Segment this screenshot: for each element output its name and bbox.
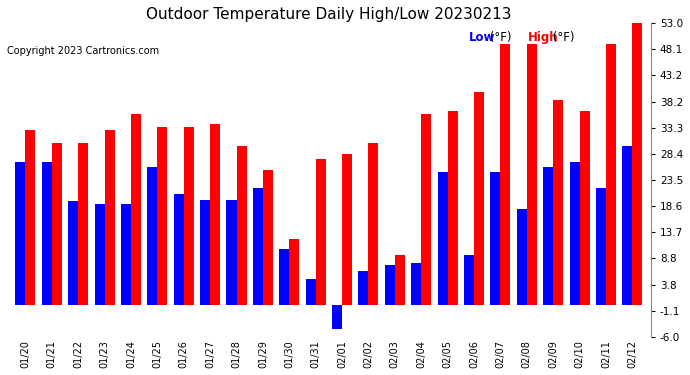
Bar bbox=[358, 271, 368, 305]
Bar bbox=[606, 44, 616, 305]
Bar bbox=[437, 172, 448, 305]
Bar bbox=[15, 162, 26, 305]
Bar bbox=[368, 143, 379, 305]
Bar bbox=[95, 204, 105, 305]
Bar bbox=[226, 200, 237, 305]
Bar bbox=[395, 255, 405, 305]
Bar bbox=[121, 204, 131, 305]
Text: Low: Low bbox=[469, 31, 495, 44]
Bar bbox=[411, 263, 421, 305]
Bar bbox=[448, 111, 457, 305]
Bar bbox=[632, 23, 642, 305]
Bar bbox=[42, 162, 52, 305]
Bar bbox=[622, 146, 632, 305]
Bar bbox=[491, 172, 500, 305]
Bar bbox=[421, 114, 431, 305]
Text: Copyright 2023 Cartronics.com: Copyright 2023 Cartronics.com bbox=[7, 46, 159, 56]
Bar bbox=[596, 188, 606, 305]
Bar bbox=[526, 44, 537, 305]
Bar bbox=[253, 188, 263, 305]
Bar bbox=[237, 146, 246, 305]
Bar bbox=[289, 239, 299, 305]
Bar bbox=[474, 92, 484, 305]
Bar bbox=[148, 167, 157, 305]
Bar bbox=[131, 114, 141, 305]
Bar bbox=[78, 143, 88, 305]
Bar bbox=[306, 279, 315, 305]
Bar bbox=[569, 162, 580, 305]
Bar bbox=[385, 266, 395, 305]
Title: Outdoor Temperature Daily High/Low 20230213: Outdoor Temperature Daily High/Low 20230… bbox=[146, 7, 511, 22]
Bar bbox=[500, 44, 511, 305]
Bar bbox=[342, 154, 352, 305]
Bar bbox=[68, 201, 78, 305]
Bar bbox=[315, 159, 326, 305]
Bar bbox=[517, 210, 526, 305]
Bar bbox=[26, 130, 35, 305]
Text: (°F): (°F) bbox=[549, 31, 574, 44]
Text: (°F): (°F) bbox=[486, 31, 512, 44]
Bar bbox=[553, 100, 563, 305]
Bar bbox=[157, 127, 168, 305]
Bar bbox=[184, 127, 194, 305]
Bar bbox=[464, 255, 474, 305]
Bar bbox=[263, 170, 273, 305]
Bar bbox=[279, 249, 289, 305]
Bar bbox=[332, 305, 342, 329]
Bar bbox=[174, 194, 184, 305]
Bar bbox=[210, 124, 220, 305]
Bar bbox=[200, 200, 210, 305]
Text: High: High bbox=[528, 31, 558, 44]
Bar bbox=[543, 167, 553, 305]
Bar bbox=[52, 143, 62, 305]
Bar bbox=[580, 111, 589, 305]
Bar bbox=[105, 130, 115, 305]
